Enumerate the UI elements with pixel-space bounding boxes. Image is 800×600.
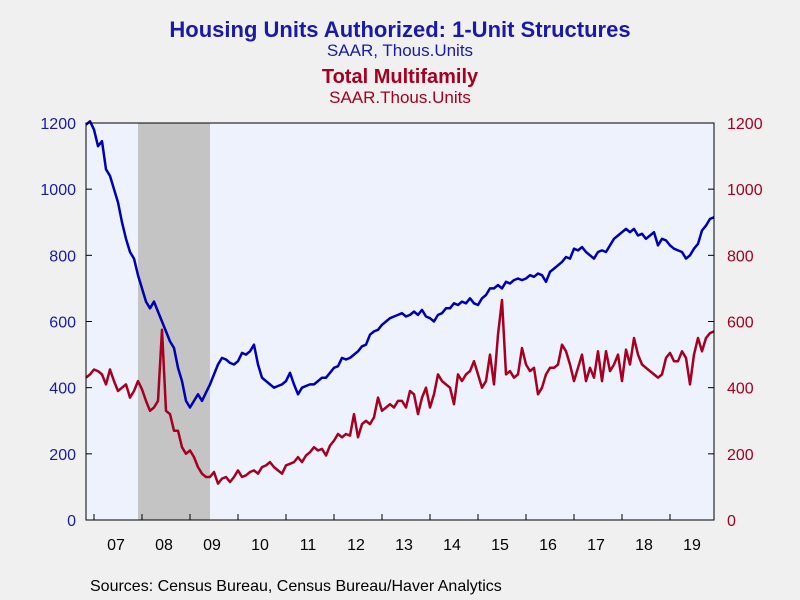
y-left-tick-label: 600 [49,315,76,332]
x-tick-label: 07 [107,537,125,554]
y-right-tick-label: 1200 [727,116,763,133]
series2-title: Total Multifamily [321,66,479,88]
source-note: Sources: Census Bureau, Census Bureau/Ha… [90,578,502,595]
y-left-tick-label: 200 [49,447,76,464]
y-right-tick-label: 600 [727,315,754,332]
y-left-tick-label: 1200 [40,116,76,133]
plot-border [85,122,715,521]
recession-shade [138,123,210,520]
chart-title: Housing Units Authorized: 1-Unit Structu… [169,17,631,42]
y-right-tick-label: 0 [727,513,736,530]
y-left-tick-label: 800 [49,248,76,265]
x-tick-label: 18 [635,537,653,554]
x-tick-label: 14 [443,537,461,554]
y-right-tick-label: 800 [727,248,754,265]
x-tick-label: 17 [587,537,605,554]
x-tick-label: 11 [300,537,317,554]
x-tick-label: 09 [203,537,221,554]
y-left-tick-label: 1000 [40,182,76,199]
y-right-tick-label: 400 [727,381,754,398]
y-right-tick-label: 200 [727,447,754,464]
y-left-tick-label: 0 [67,513,76,530]
series-line-multifamily [85,298,715,485]
x-tick-label: 12 [347,537,365,554]
x-tick-label: 16 [539,537,557,554]
x-tick-label: 15 [491,537,509,554]
chart-subtitle: SAAR, Thous.Units [326,41,474,60]
y-right-tick-label: 1000 [727,182,763,199]
x-tick-label: 19 [683,537,701,554]
series-line-1-unit [85,120,715,409]
series2-subtitle: SAAR.Thous.Units [329,88,471,107]
x-tick-label: 10 [251,537,269,554]
x-tick-label: 08 [155,537,173,554]
y-left-tick-label: 400 [49,381,76,398]
x-tick-label: 13 [395,537,413,554]
